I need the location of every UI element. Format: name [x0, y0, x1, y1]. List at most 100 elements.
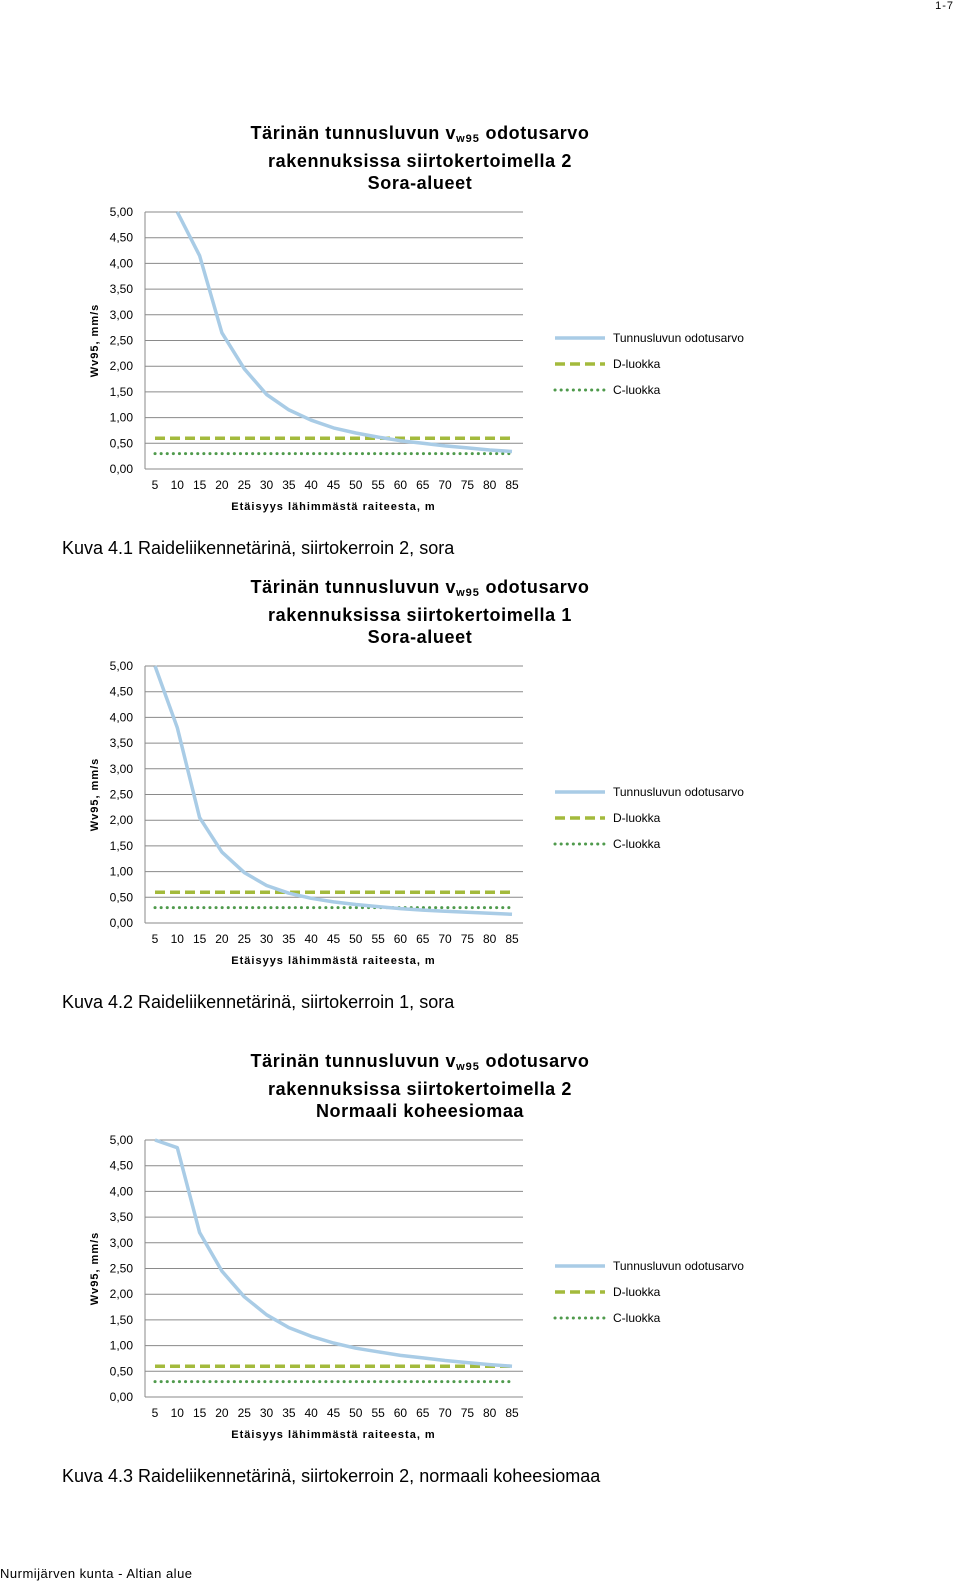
x-axis-title: Etäisyys lähimmästä raiteesta, m: [231, 1429, 435, 1441]
x-tick-label: 30: [260, 932, 274, 946]
x-tick-label: 75: [461, 932, 475, 946]
x-tick-label: 65: [416, 1406, 430, 1420]
y-tick-label: 4,00: [110, 256, 134, 270]
x-tick-label: 10: [171, 932, 185, 946]
y-tick-label: 2,50: [110, 334, 134, 348]
y-tick-label: 0,50: [110, 890, 134, 904]
x-tick-label: 85: [505, 932, 519, 946]
x-tick-label: 10: [171, 1406, 185, 1420]
y-tick-label: 1,50: [110, 1313, 134, 1327]
chart-title-line1-pre: Tärinän tunnusluvun v: [250, 577, 457, 597]
y-tick-label: 0,00: [110, 1390, 134, 1404]
y-tick-label: 0,00: [110, 916, 134, 930]
y-tick-label: 1,50: [110, 839, 134, 853]
x-tick-label: 55: [371, 478, 385, 492]
y-axis-title: Wv95, mm/s: [89, 304, 101, 378]
x-tick-label: 85: [505, 478, 519, 492]
x-tick-label: 15: [193, 932, 207, 946]
x-tick-label: 15: [193, 1406, 207, 1420]
chart-block-3: Tärinän tunnusluvun vw95 odotusarvo rake…: [0, 1048, 960, 1498]
x-tick-label: 70: [438, 1406, 452, 1420]
y-tick-label: 4,00: [110, 710, 134, 724]
x-tick-label: 30: [260, 1406, 274, 1420]
y-tick-label: 4,50: [110, 685, 134, 699]
x-axis-title: Etäisyys lähimmästä raiteesta, m: [231, 955, 435, 967]
y-tick-label: 1,00: [110, 865, 134, 879]
x-tick-label: 85: [505, 1406, 519, 1420]
y-tick-label: 1,00: [110, 1339, 134, 1353]
legend-label: C-luokka: [613, 837, 661, 851]
x-tick-label: 70: [438, 478, 452, 492]
x-axis-title: Etäisyys lähimmästä raiteesta, m: [231, 501, 435, 513]
x-tick-label: 20: [215, 478, 229, 492]
y-tick-label: 4,50: [110, 231, 134, 245]
x-tick-label: 20: [215, 1406, 229, 1420]
x-tick-label: 10: [171, 478, 185, 492]
chart-title: Tärinän tunnusluvun vw95 odotusarvo rake…: [150, 1050, 690, 1122]
chart-title-line1-post: odotusarvo: [479, 577, 590, 597]
chart-title-line2: rakennuksissa siirtokertoimella 2: [268, 1079, 572, 1099]
page-footer: Nurmijärven kunta - Altian alue: [0, 1566, 193, 1581]
chart-title-subscript: w95: [456, 1061, 480, 1073]
chart-svg: 0,00 0,50 1,00 1,50 2,00 2,50 3,00 3,50 4,00 4,50…: [89, 659, 744, 967]
x-tick-label: 75: [461, 1406, 475, 1420]
chart-title-line2: rakennuksissa siirtokertoimella 2: [268, 151, 572, 171]
x-tick-label: 80: [483, 932, 497, 946]
y-tick-label: 3,50: [110, 1210, 134, 1224]
y-tick-label: 2,50: [110, 1262, 134, 1276]
x-tick-label: 70: [438, 932, 452, 946]
x-tick-label: 55: [371, 932, 385, 946]
x-tick-label: 5: [152, 932, 159, 946]
legend-label: D-luokka: [613, 811, 661, 825]
chart-block-2: Tärinän tunnusluvun vw95 odotusarvo rake…: [0, 574, 960, 1014]
x-tick-label: 75: [461, 478, 475, 492]
y-tick-label: 0,50: [110, 1364, 134, 1378]
x-tick-label: 45: [327, 478, 341, 492]
chart-title-line1-post: odotusarvo: [479, 1051, 590, 1071]
x-tick-label: 60: [394, 932, 408, 946]
x-tick-label: 50: [349, 478, 363, 492]
chart-svg: 0,00 0,50 1,00 1,50 2,00 2,50 3,00 3,50 4,00 4,50…: [89, 1133, 744, 1441]
x-tick-label: 40: [305, 1406, 319, 1420]
x-tick-label: 65: [416, 932, 430, 946]
y-tick-label: 2,00: [110, 1287, 134, 1301]
y-tick-label: 0,00: [110, 462, 134, 476]
y-tick-label: 1,50: [110, 385, 134, 399]
x-tick-label: 80: [483, 1406, 497, 1420]
x-tick-label: 35: [282, 1406, 296, 1420]
x-tick-label: 25: [238, 478, 252, 492]
y-tick-label: 3,00: [110, 1236, 134, 1250]
chart-title-line1-pre: Tärinän tunnusluvun v: [250, 1051, 457, 1071]
y-tick-label: 5,00: [110, 659, 134, 673]
y-tick-label: 0,50: [110, 436, 134, 450]
y-tick-label: 5,00: [110, 205, 134, 219]
x-tick-label: 45: [327, 1406, 341, 1420]
chart-title-line2: rakennuksissa siirtokertoimella 1: [268, 605, 572, 625]
y-axis-title: Wv95, mm/s: [89, 758, 101, 832]
y-tick-label: 3,50: [110, 736, 134, 750]
x-tick-label: 5: [152, 1406, 159, 1420]
chart-title-line3: Sora-alueet: [367, 173, 473, 193]
x-tick-label: 40: [305, 478, 319, 492]
y-tick-label: 4,50: [110, 1159, 134, 1173]
x-tick-label: 35: [282, 478, 296, 492]
x-tick-label: 15: [193, 478, 207, 492]
x-tick-label: 20: [215, 932, 229, 946]
series-line-odotusarvo: [153, 665, 513, 917]
chart-title-subscript: w95: [456, 133, 480, 145]
x-tick-label: 50: [349, 932, 363, 946]
chart-title: Tärinän tunnusluvun vw95 odotusarvo rake…: [150, 122, 690, 194]
y-tick-label: 3,50: [110, 282, 134, 296]
x-tick-label: 5: [152, 478, 159, 492]
legend-label: C-luokka: [613, 1311, 661, 1325]
y-tick-label: 2,00: [110, 813, 134, 827]
y-tick-label: 1,00: [110, 411, 134, 425]
y-tick-label: 3,00: [110, 308, 134, 322]
x-tick-label: 35: [282, 932, 296, 946]
y-tick-label: 2,00: [110, 359, 134, 373]
figure-caption: Kuva 4.2 Raideliikennetärinä, siirtokerr…: [62, 992, 455, 1012]
series-line-odotusarvo: [154, 1138, 513, 1368]
chart-title: Tärinän tunnusluvun vw95 odotusarvo rake…: [150, 576, 690, 648]
x-tick-label: 25: [238, 1406, 252, 1420]
chart-title-line1-pre: Tärinän tunnusluvun v: [250, 123, 457, 143]
